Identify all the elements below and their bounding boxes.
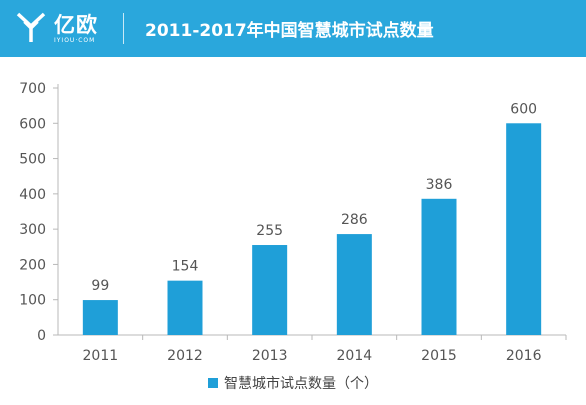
bar-chart: 0 100 200 300 400 500 600 700 99 2011 154 2012 255 20… [19, 81, 567, 364]
bar [252, 245, 288, 335]
bar [336, 234, 372, 335]
brand-name: 亿欧 [54, 13, 98, 37]
y-tick-label: 600 [19, 116, 46, 132]
y-tick-label: 500 [19, 152, 46, 168]
bar-value-label: 386 [426, 177, 453, 193]
bar-value-label: 99 [91, 278, 109, 294]
bar-value-label: 286 [341, 212, 368, 228]
y-tick-label: 700 [19, 81, 46, 97]
bar-value-label: 255 [256, 223, 283, 239]
yiou-logo-icon [16, 12, 46, 42]
bar-value-label: 154 [172, 259, 199, 275]
header-banner: 亿欧 IYIOU·COM 2011-2017年中国智慧城市试点数量 [0, 0, 586, 57]
bar-value-label: 600 [510, 101, 537, 117]
x-tick-label: 2011 [83, 348, 119, 364]
x-tick-label: 2013 [252, 348, 288, 364]
header-divider [123, 13, 124, 44]
legend-label: 智慧城市试点数量（个） [224, 376, 378, 392]
bar [506, 123, 542, 336]
legend: 智慧城市试点数量（个） [0, 373, 586, 393]
x-tick-label: 2014 [337, 348, 373, 364]
bar [82, 300, 118, 335]
x-tick-label: 2012 [167, 348, 203, 364]
chart-title: 2011-2017年中国智慧城市试点数量 [145, 21, 434, 41]
x-tick-label: 2016 [506, 348, 542, 364]
legend-swatch [208, 378, 218, 388]
y-tick-label: 400 [19, 187, 46, 203]
brand-subtitle: IYIOU·COM [54, 37, 96, 44]
x-tick-label: 2015 [421, 348, 457, 364]
bar [421, 198, 457, 335]
bar [167, 280, 203, 335]
y-tick-label: 200 [19, 257, 46, 273]
y-tick-label: 0 [37, 328, 46, 344]
y-tick-label: 100 [19, 293, 46, 309]
y-tick-label: 300 [19, 222, 46, 238]
